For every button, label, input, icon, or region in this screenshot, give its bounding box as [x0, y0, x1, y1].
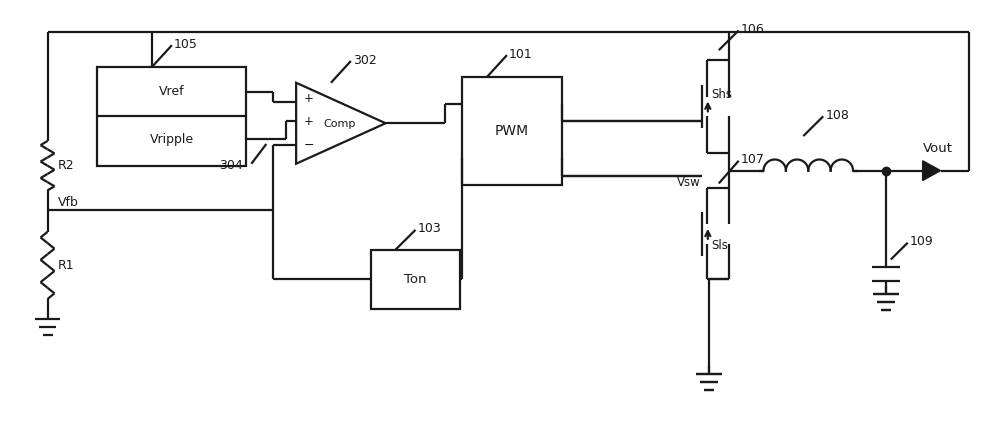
- Text: Vout: Vout: [923, 143, 953, 155]
- Text: Vref: Vref: [159, 85, 185, 98]
- Text: 109: 109: [910, 235, 933, 248]
- Text: 105: 105: [174, 38, 198, 51]
- Text: 107: 107: [741, 153, 765, 166]
- Text: −: −: [304, 139, 315, 151]
- Text: R2: R2: [57, 159, 74, 172]
- Text: Vsw: Vsw: [677, 176, 701, 189]
- Text: R1: R1: [57, 259, 74, 272]
- Bar: [371, 249, 460, 309]
- Text: 103: 103: [417, 222, 441, 235]
- Text: 106: 106: [741, 23, 764, 36]
- Text: Vfb: Vfb: [57, 196, 78, 209]
- Bar: [462, 77, 562, 185]
- Bar: [97, 67, 246, 166]
- Text: Ton: Ton: [404, 273, 427, 286]
- Text: +: +: [304, 115, 314, 128]
- Text: PWM: PWM: [495, 124, 529, 138]
- Text: 108: 108: [825, 109, 849, 122]
- Text: Sls: Sls: [711, 239, 728, 252]
- Text: 302: 302: [353, 54, 377, 66]
- Text: 101: 101: [509, 48, 533, 61]
- Polygon shape: [923, 161, 941, 180]
- Text: 304: 304: [220, 159, 243, 172]
- Text: Comp: Comp: [323, 119, 355, 129]
- Text: +: +: [304, 92, 314, 105]
- Text: Shs: Shs: [711, 88, 732, 101]
- Text: Vripple: Vripple: [150, 132, 194, 146]
